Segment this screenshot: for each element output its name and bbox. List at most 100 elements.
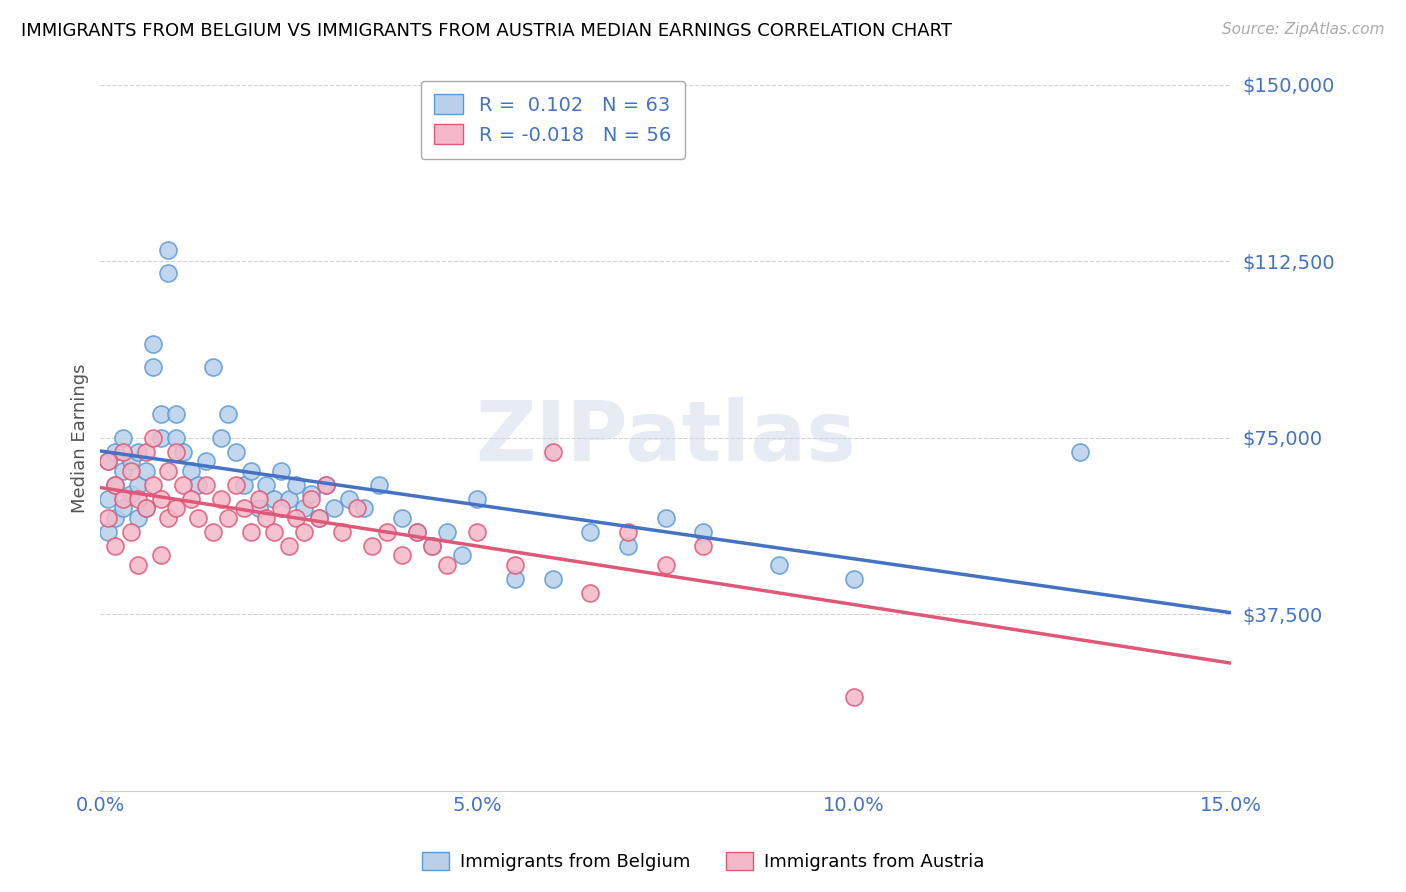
Point bbox=[142, 360, 165, 375]
Point bbox=[270, 464, 292, 478]
Point bbox=[127, 510, 149, 524]
Y-axis label: Median Earnings: Median Earnings bbox=[72, 363, 89, 513]
Point bbox=[406, 524, 429, 539]
Text: Source: ZipAtlas.com: Source: ZipAtlas.com bbox=[1222, 22, 1385, 37]
Point bbox=[194, 478, 217, 492]
Legend: R =  0.102   N = 63, R = -0.018   N = 56: R = 0.102 N = 63, R = -0.018 N = 56 bbox=[420, 80, 685, 159]
Point bbox=[135, 501, 157, 516]
Point bbox=[194, 454, 217, 468]
Point bbox=[420, 539, 443, 553]
Point bbox=[308, 510, 330, 524]
Point bbox=[97, 510, 120, 524]
Point bbox=[104, 478, 127, 492]
Point bbox=[353, 501, 375, 516]
Point bbox=[104, 539, 127, 553]
Point bbox=[247, 491, 270, 506]
Point bbox=[277, 539, 299, 553]
Point bbox=[111, 491, 134, 506]
Point bbox=[263, 524, 285, 539]
Point bbox=[323, 501, 346, 516]
Point bbox=[149, 491, 172, 506]
Point bbox=[391, 549, 413, 563]
Point bbox=[263, 491, 285, 506]
Point bbox=[308, 510, 330, 524]
Point bbox=[451, 549, 474, 563]
Point bbox=[436, 524, 458, 539]
Point bbox=[842, 690, 865, 704]
Point bbox=[579, 586, 602, 600]
Point bbox=[180, 464, 202, 478]
Point bbox=[654, 510, 676, 524]
Point bbox=[209, 491, 232, 506]
Point bbox=[142, 336, 165, 351]
Point bbox=[254, 510, 277, 524]
Point bbox=[165, 407, 187, 421]
Point bbox=[541, 445, 564, 459]
Point bbox=[420, 539, 443, 553]
Point bbox=[225, 478, 247, 492]
Point bbox=[127, 491, 149, 506]
Point bbox=[142, 478, 165, 492]
Point bbox=[436, 558, 458, 572]
Point bbox=[360, 539, 382, 553]
Point bbox=[120, 524, 142, 539]
Point bbox=[97, 491, 120, 506]
Point bbox=[209, 431, 232, 445]
Point bbox=[218, 510, 240, 524]
Point bbox=[330, 524, 353, 539]
Point bbox=[654, 558, 676, 572]
Point bbox=[368, 478, 391, 492]
Point bbox=[285, 510, 308, 524]
Point bbox=[541, 572, 564, 586]
Point bbox=[165, 501, 187, 516]
Point bbox=[254, 478, 277, 492]
Point bbox=[149, 407, 172, 421]
Point bbox=[391, 510, 413, 524]
Point bbox=[218, 407, 240, 421]
Point bbox=[127, 445, 149, 459]
Point bbox=[157, 464, 180, 478]
Point bbox=[503, 558, 526, 572]
Point bbox=[157, 243, 180, 257]
Point bbox=[375, 524, 398, 539]
Point bbox=[579, 524, 602, 539]
Point bbox=[292, 501, 315, 516]
Point bbox=[232, 501, 254, 516]
Point bbox=[240, 464, 263, 478]
Point bbox=[768, 558, 790, 572]
Point bbox=[104, 510, 127, 524]
Point bbox=[149, 549, 172, 563]
Point bbox=[187, 510, 209, 524]
Point bbox=[111, 445, 134, 459]
Legend: Immigrants from Belgium, Immigrants from Austria: Immigrants from Belgium, Immigrants from… bbox=[415, 845, 991, 879]
Point bbox=[127, 478, 149, 492]
Point bbox=[111, 501, 134, 516]
Point bbox=[1069, 445, 1091, 459]
Point bbox=[157, 510, 180, 524]
Point bbox=[337, 491, 360, 506]
Point bbox=[97, 454, 120, 468]
Point bbox=[315, 478, 337, 492]
Text: IMMIGRANTS FROM BELGIUM VS IMMIGRANTS FROM AUSTRIA MEDIAN EARNINGS CORRELATION C: IMMIGRANTS FROM BELGIUM VS IMMIGRANTS FR… bbox=[21, 22, 952, 40]
Point bbox=[240, 524, 263, 539]
Point bbox=[104, 478, 127, 492]
Point bbox=[842, 572, 865, 586]
Point bbox=[346, 501, 368, 516]
Point bbox=[172, 445, 194, 459]
Point bbox=[187, 478, 209, 492]
Point bbox=[285, 478, 308, 492]
Point bbox=[180, 491, 202, 506]
Point bbox=[617, 539, 640, 553]
Text: ZIPatlas: ZIPatlas bbox=[475, 397, 856, 478]
Point bbox=[104, 445, 127, 459]
Point bbox=[135, 501, 157, 516]
Point bbox=[135, 464, 157, 478]
Point bbox=[127, 558, 149, 572]
Point bbox=[111, 431, 134, 445]
Point bbox=[406, 524, 429, 539]
Point bbox=[232, 478, 254, 492]
Point bbox=[692, 524, 714, 539]
Point bbox=[247, 501, 270, 516]
Point bbox=[270, 501, 292, 516]
Point bbox=[465, 491, 488, 506]
